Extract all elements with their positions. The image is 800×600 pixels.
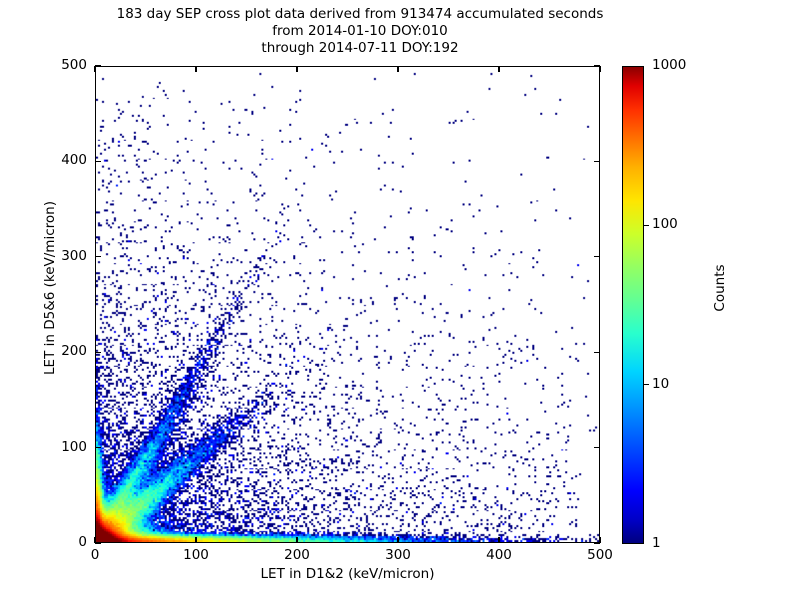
x-ticklabel-300: 300 (385, 547, 411, 563)
x-tick-0 (94, 537, 96, 543)
x-tick-100 (195, 66, 197, 72)
colorbar-ticklabel-10: 10 (652, 375, 670, 392)
x-tick-300 (397, 537, 399, 543)
colorbar-ticklabel-1: 1 (652, 535, 661, 551)
x-ticklabel-100: 100 (183, 547, 209, 563)
y-tick-300 (594, 256, 600, 258)
y-tick-400 (594, 160, 600, 163)
y-ticklabel-300: 300 (61, 247, 87, 264)
plot-axes-frame (95, 66, 600, 543)
x-tick-300 (397, 66, 399, 72)
y-ticklabel-100: 100 (61, 438, 87, 455)
y-tick-200 (95, 351, 101, 353)
x-tick-500 (599, 66, 601, 72)
x-tick-100 (195, 537, 197, 543)
title-line-1: 183 day SEP cross plot data derived from… (116, 6, 604, 22)
x-ticklabel-0: 0 (90, 547, 100, 563)
x-ticklabel-400: 400 (486, 547, 512, 563)
x-tick-400 (498, 537, 500, 543)
x-tick-0 (94, 66, 96, 72)
plot-title: 183 day SEP cross plot data derived from… (0, 6, 720, 57)
colorbar-ticklabel-1000: 1000 (652, 57, 687, 73)
x-tick-400 (498, 66, 500, 72)
y-tick-200 (594, 351, 600, 353)
colorbar-ticklabel-100: 100 (652, 216, 678, 233)
title-line-2: from 2014-01-10 DOY:010 (272, 23, 448, 39)
y-tick-500 (594, 65, 600, 67)
title-line-3: through 2014-07-11 DOY:192 (261, 40, 459, 56)
colorbar-gradient (622, 66, 644, 544)
y-ticklabel-400: 400 (61, 152, 87, 169)
y-ticklabel-500: 500 (61, 57, 87, 73)
colorbar-label: Counts (712, 264, 728, 312)
y-tick-400 (95, 160, 101, 163)
y-ticklabel-200: 200 (61, 343, 87, 360)
y-ticklabel-0: 0 (78, 534, 87, 550)
y-tick-0 (594, 542, 600, 544)
x-ticklabel-200: 200 (284, 547, 310, 563)
y-tick-100 (95, 446, 101, 449)
colorbar-tick-100 (644, 224, 649, 226)
y-tick-100 (594, 446, 600, 449)
y-tick-300 (95, 256, 101, 258)
colorbar-tick-10 (644, 384, 649, 386)
y-axis-label: LET in D5&6 (keV/micron) (42, 201, 58, 375)
x-tick-500 (599, 537, 601, 543)
x-tick-200 (296, 66, 298, 72)
scatter-density-plot (96, 67, 599, 542)
x-axis-label: LET in D1&2 (keV/micron) (260, 566, 435, 582)
y-tick-500 (95, 65, 101, 67)
y-tick-0 (95, 542, 101, 544)
x-tick-200 (296, 537, 298, 543)
x-ticklabel-500: 500 (587, 547, 613, 563)
